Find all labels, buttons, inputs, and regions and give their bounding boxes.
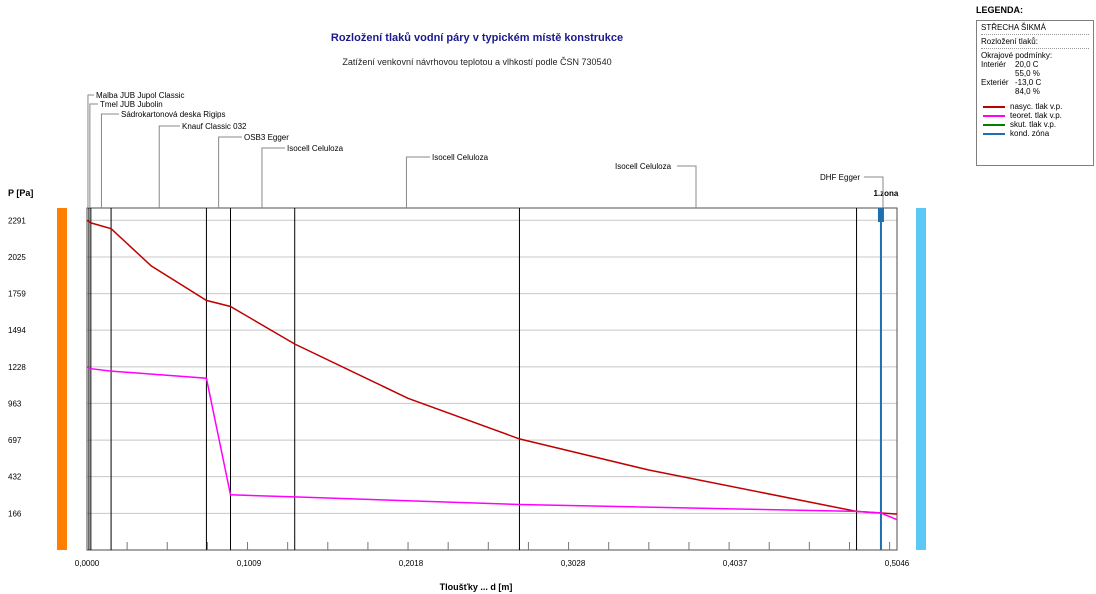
- layer-label: Malba JUB Jupol Classic: [96, 91, 184, 100]
- legend-heading: LEGENDA:: [976, 5, 1023, 15]
- legend-item-condensation: kond. zóna: [981, 129, 1089, 138]
- legend-swatch-theoretical: [983, 114, 1005, 117]
- y-tick-label: 166: [8, 509, 22, 518]
- legend-interior-label: Interiér: [981, 60, 1006, 69]
- legend-roof-type: STŘECHA ŠIKMÁ: [981, 23, 1046, 32]
- layer-leader: [261, 147, 285, 208]
- legend-exterior-label: Exteriér: [981, 78, 1009, 87]
- x-tick-label: 0,5046: [885, 559, 910, 568]
- layer-label: Isocell Celuloza: [287, 144, 344, 153]
- layer-label: Knauf Classic 032: [182, 122, 247, 131]
- legend-item-actual: skut. tlak v.p.: [981, 120, 1089, 129]
- y-tick-label: 1759: [8, 290, 26, 299]
- layer-leader: [405, 156, 430, 208]
- x-tick-label: 0,1009: [237, 559, 262, 568]
- layer-label: OSB3 Egger: [244, 133, 289, 142]
- y-axis-label: P [Pa]: [8, 188, 33, 198]
- theoretical-pressure-line: [86, 366, 898, 521]
- layer-leader: [677, 165, 697, 208]
- saturated-pressure-line: [86, 219, 898, 515]
- legend-item-theoretical: teoret. tlak v.p.: [981, 111, 1089, 120]
- zone-label: 1.zona: [873, 189, 898, 198]
- legend-interior-rh: 55,0 %: [1015, 69, 1040, 78]
- layer-leader: [100, 113, 119, 208]
- legend-interior-temp: 20,0 C: [1015, 60, 1039, 69]
- layer-leader: [218, 136, 242, 208]
- legend-swatch-condensation: [983, 132, 1005, 135]
- layer-leader: [158, 125, 180, 208]
- layer-label: Isocell Celuloza: [432, 153, 489, 162]
- y-tick-label: 2025: [8, 253, 26, 262]
- x-tick-label: 0,0000: [75, 559, 100, 568]
- legend-section: Rozložení tlaků:: [981, 37, 1038, 46]
- layer-label: Isocell Celuloza: [615, 162, 672, 171]
- legend-swatch-actual: [983, 123, 1005, 126]
- x-tick-label: 0,4037: [723, 559, 748, 568]
- condensation-zone-marker: [877, 208, 884, 222]
- x-axis-label: Tloušťky ... d [m]: [440, 582, 513, 592]
- layer-label: Sádrokartonová deska Rigips: [121, 110, 226, 119]
- legend-exterior-rh: 84,0 %: [1015, 87, 1040, 96]
- legend-label-theoretical: teoret. tlak v.p.: [1010, 111, 1062, 120]
- plot-frame: [86, 207, 898, 551]
- legend-label-actual: skut. tlak v.p.: [1010, 120, 1057, 129]
- y-tick-label: 963: [8, 399, 22, 408]
- grid: [87, 219, 897, 514]
- y-tick-label: 697: [8, 436, 22, 445]
- layer-leader: [87, 94, 94, 208]
- y-tick-label: 1494: [8, 326, 26, 335]
- layer-label: Tmel JUB Jubolin: [100, 100, 163, 109]
- legend-bc-title: Okrajové podmínky:: [981, 51, 1053, 60]
- x-tick-label: 0,3028: [561, 559, 586, 568]
- x-tick-label: 0,2018: [399, 559, 424, 568]
- exterior-bar: [916, 208, 926, 550]
- y-tick-label: 2291: [8, 216, 26, 225]
- legend: STŘECHA ŠIKMÁ Rozložení tlaků: Okrajové …: [976, 20, 1094, 166]
- legend-divider: [981, 34, 1089, 35]
- y-tick-label: 1228: [8, 363, 26, 372]
- layer-leader: [864, 176, 884, 208]
- legend-divider: [981, 48, 1089, 49]
- layer-label: DHF Egger: [820, 173, 860, 182]
- legend-exterior-temp: -13,0 C: [1015, 78, 1042, 87]
- legend-label-saturated: nasyc. tlak v.p.: [1010, 102, 1063, 111]
- chart-subtitle: Zatížení venkovní návrhovou teplotou a v…: [342, 57, 611, 67]
- legend-item-saturated: nasyc. tlak v.p.: [981, 102, 1089, 111]
- y-tick-label: 432: [8, 473, 22, 482]
- legend-label-condensation: kond. zóna: [1010, 129, 1050, 138]
- legend-swatch-saturated: [983, 105, 1005, 108]
- chart-title: Rozložení tlaků vodní páry v typickém mí…: [331, 32, 623, 44]
- interior-bar: [57, 208, 67, 550]
- layer-leader: [89, 103, 98, 208]
